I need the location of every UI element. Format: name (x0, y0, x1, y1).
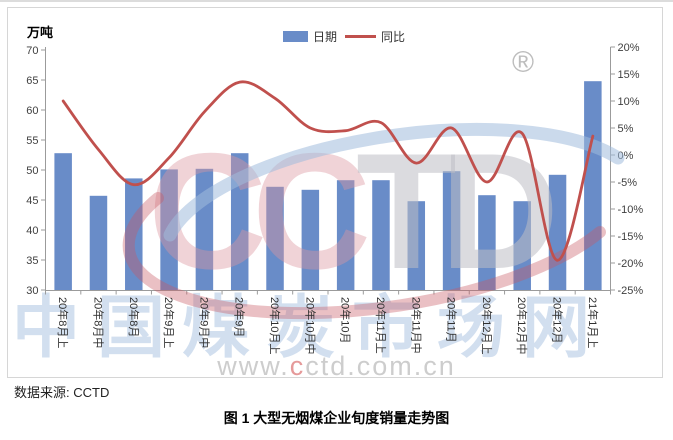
watermark-url-highlight: c (289, 351, 306, 381)
bar (160, 169, 178, 290)
bar (372, 180, 390, 290)
left-axis-tick-label: 70 (26, 45, 38, 57)
bar (266, 186, 284, 290)
legend-line-label: 同比 (381, 30, 406, 44)
bar (478, 195, 496, 290)
bar (195, 168, 214, 290)
x-axis-category-label: 20年8月上 (56, 297, 70, 348)
left-axis-tick-label: 55 (26, 135, 38, 147)
data-source-note: 数据来源: CCTD (14, 385, 110, 400)
legend-line-swatch (345, 35, 377, 38)
legend-bar-swatch (283, 31, 308, 42)
y-axis-unit-label: 万吨 (27, 25, 54, 40)
bar (54, 153, 72, 290)
x-axis-category-label: 20年12月上 (480, 297, 494, 354)
right-axis-tick-label: 15% (618, 69, 640, 81)
left-axis-tick-label: 50 (26, 165, 38, 177)
x-axis-category-label: 20年9月 (233, 297, 247, 337)
left-axis-tick-label: 35 (26, 255, 38, 267)
right-axis-tick-label: 0% (618, 150, 634, 162)
bar (548, 174, 567, 290)
x-axis-category-label: 20年11月上 (374, 297, 388, 354)
x-axis-category-label: 20年9月上 (162, 297, 176, 348)
bar (336, 180, 355, 290)
legend-bar-label: 日期 (313, 30, 338, 44)
yoy-line (61, 80, 595, 262)
x-axis-category-label: 20年12月 (551, 297, 565, 343)
right-axis-tick-label: 20% (618, 42, 640, 54)
x-axis-category-label: 20年11月 (445, 297, 459, 343)
watermark-logo-letter: T (356, 119, 457, 303)
x-axis-category-label: 20年8月 (127, 297, 141, 337)
x-axis-category-label: 20年10月中 (303, 297, 317, 354)
bar (125, 178, 143, 290)
x-axis-category-label: 21年1月上 (586, 297, 600, 348)
bar (230, 153, 249, 290)
bar (407, 201, 426, 290)
bar (301, 189, 320, 290)
watermark-url: www.cctd.com.cn (0, 351, 673, 382)
left-axis-tick-label: 45 (26, 195, 38, 207)
watermark-url-part: www. (217, 351, 290, 381)
figure-caption: 图 1 大型无烟煤企业旬度销量走势图 (223, 410, 450, 426)
x-axis-category-label: 20年10月上 (268, 297, 282, 354)
left-axis-tick-label: 65 (26, 75, 38, 87)
bar (89, 195, 108, 290)
right-axis-tick-label: -15% (618, 231, 644, 243)
x-axis-category-label: 20年12月中 (515, 297, 529, 354)
right-axis-tick-label: 5% (618, 123, 634, 135)
x-axis-category-label: 20年9月中 (197, 297, 211, 348)
x-axis-category-label: 20年10月 (339, 297, 353, 343)
bar (584, 81, 602, 290)
x-axis-category-label: 20年8月中 (91, 297, 105, 348)
bar (442, 171, 461, 290)
left-axis-tick-label: 30 (26, 285, 38, 297)
registered-trademark-icon: ® (512, 46, 534, 79)
watermark-text: 中国煤炭市场网 (12, 290, 608, 366)
document-top-rule (0, 0, 673, 2)
right-axis-tick-label: -5% (618, 177, 638, 189)
bar (513, 201, 531, 290)
right-axis-tick-label: -25% (618, 285, 644, 297)
right-axis-tick-label: -10% (618, 204, 644, 216)
right-axis-tick-label: 10% (618, 96, 640, 108)
x-axis-category-label: 20年11月中 (409, 297, 423, 354)
watermark-url-part: ctd.com.cn (305, 351, 456, 381)
chart-legend: 日期 同比 (283, 28, 413, 45)
right-axis-tick-label: -20% (618, 258, 644, 270)
left-axis-tick-label: 40 (26, 225, 38, 237)
left-axis-tick-label: 60 (26, 105, 38, 117)
chart-frame-border (7, 7, 663, 378)
